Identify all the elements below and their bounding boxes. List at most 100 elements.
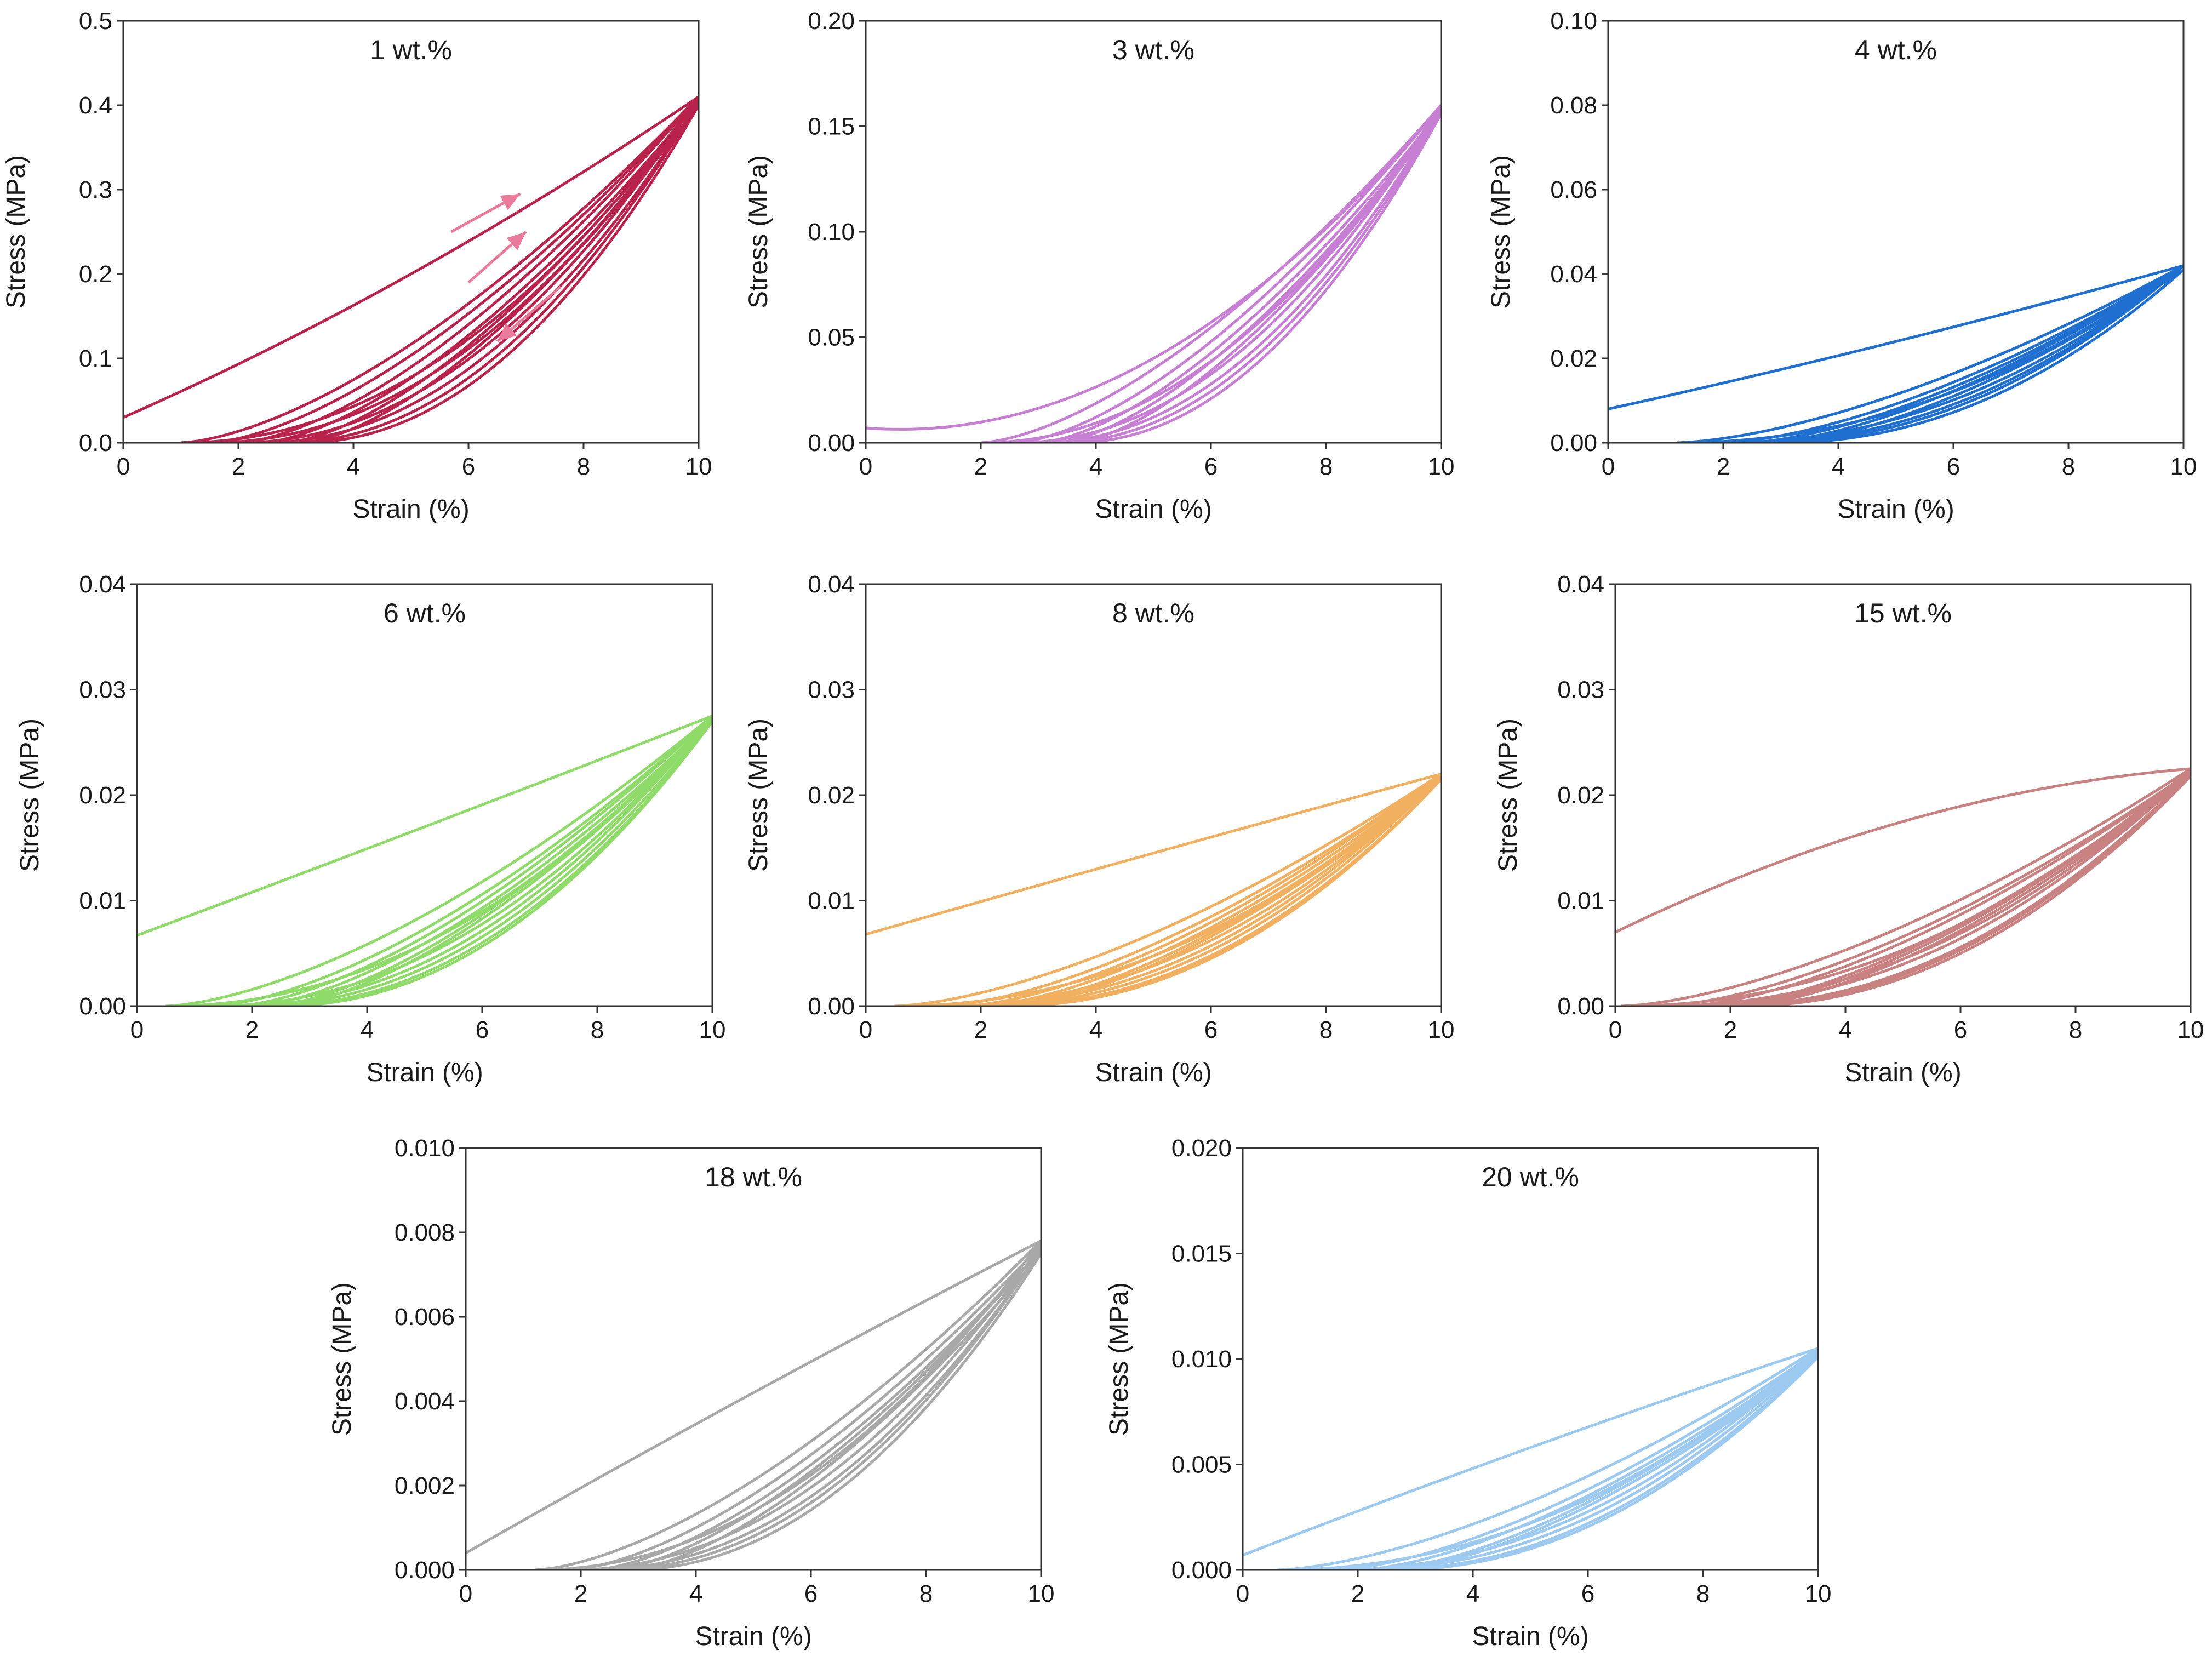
x-tick-label: 6 bbox=[1204, 1016, 1218, 1043]
series-loop-5-unloading bbox=[626, 1253, 1041, 1570]
y-tick-label: 0.00 bbox=[808, 993, 855, 1020]
series-loop-3-unloading bbox=[1684, 770, 2191, 1006]
x-tick-label: 4 bbox=[1089, 453, 1102, 480]
series-loop-2-loading bbox=[212, 715, 712, 1006]
series-loop-5-unloading bbox=[1780, 269, 2184, 443]
y-tick-label: 0.15 bbox=[808, 113, 855, 140]
x-tick-label: 2 bbox=[1717, 453, 1730, 480]
series-loop-5-unloading bbox=[284, 100, 699, 443]
chart-panel-1: 0 2 4 6 8 10 0.0 0.1 0.2 0.3 0.4 0.5 Strain (%) Stres… bbox=[2, 8, 712, 524]
series-loop-3-unloading bbox=[592, 1248, 1041, 1570]
series-loop-5-loading bbox=[269, 720, 712, 1006]
series-first-cycle bbox=[1615, 767, 2191, 934]
curve-group bbox=[866, 773, 1441, 1006]
series-loop-3-loading bbox=[963, 773, 1441, 1006]
series-loop-2-loading bbox=[569, 1244, 1041, 1570]
plot-frame bbox=[1242, 1147, 1819, 1571]
y-tick-label: 0.000 bbox=[1171, 1557, 1232, 1584]
annotation-arrowhead-1 bbox=[500, 193, 521, 210]
x-tick-label: 4 bbox=[689, 1580, 702, 1607]
x-tick-label: 0 bbox=[1609, 1016, 1622, 1043]
series-loop-6-unloading bbox=[281, 720, 712, 1006]
series-loop-4-unloading bbox=[1380, 1353, 1818, 1570]
series-loop-3-loading bbox=[1357, 1351, 1818, 1570]
annotation-arrowhead-2 bbox=[506, 232, 526, 250]
series-loop-6-loading bbox=[281, 720, 712, 1006]
y-axis-label: Stress (MPa) bbox=[15, 718, 44, 872]
x-tick-label: 10 bbox=[1805, 1580, 1832, 1607]
y-tick-label: 0.4 bbox=[79, 92, 112, 119]
series-loop-4-unloading bbox=[252, 718, 712, 1006]
x-tick-label: 4 bbox=[1089, 1016, 1102, 1043]
x-tick-label: 8 bbox=[2069, 1016, 2082, 1043]
plot-frame bbox=[865, 583, 1442, 1007]
panel-title: 3 wt.% bbox=[1112, 35, 1194, 65]
x-tick-label: 2 bbox=[1724, 1016, 1737, 1043]
x-axis-label: Strain (%) bbox=[1844, 1058, 1961, 1087]
series-loop-1-unloading bbox=[534, 1240, 1041, 1570]
x-tick-label: 6 bbox=[1954, 1016, 1967, 1043]
series-loop-5-unloading bbox=[1730, 773, 2191, 1006]
x-axis-label: Strain (%) bbox=[1095, 495, 1211, 524]
series-loop-3-unloading bbox=[963, 773, 1441, 1006]
x-tick-label: 4 bbox=[1839, 1016, 1852, 1043]
x-tick-label: 4 bbox=[347, 453, 360, 480]
series-loop-5-loading bbox=[1392, 1356, 1818, 1570]
curve-group bbox=[137, 715, 712, 1006]
y-tick-label: 0.5 bbox=[79, 8, 112, 35]
y-axis-label: Stress (MPa) bbox=[328, 1282, 357, 1436]
y-tick-label: 0.02 bbox=[79, 782, 126, 809]
series-loop-3-loading bbox=[592, 1248, 1041, 1570]
x-tick-label: 6 bbox=[1581, 1580, 1594, 1607]
curve-group bbox=[1615, 767, 2191, 1006]
y-tick-label: 0.004 bbox=[395, 1388, 455, 1415]
y-axis-label: Stress (MPa) bbox=[1487, 155, 1516, 309]
y-axis-label: Stress (MPa) bbox=[1494, 718, 1523, 872]
x-axis-label: Strain (%) bbox=[1837, 495, 1954, 524]
x-tick-label: 2 bbox=[1351, 1580, 1364, 1607]
y-tick-label: 0.020 bbox=[1171, 1135, 1232, 1162]
x-tick-label: 0 bbox=[859, 453, 872, 480]
panel-title: 15 wt.% bbox=[1854, 598, 1952, 629]
x-tick-label: 0 bbox=[1602, 453, 1615, 480]
series-loop-5-unloading bbox=[1072, 113, 1441, 443]
series-loop-1-loading bbox=[1621, 767, 2191, 1006]
series-loop-4-unloading bbox=[609, 1248, 1041, 1570]
y-tick-label: 0.3 bbox=[79, 176, 112, 203]
x-tick-label: 8 bbox=[591, 1016, 604, 1043]
x-tick-label: 6 bbox=[476, 1016, 489, 1043]
series-loop-2-unloading bbox=[940, 773, 1441, 1006]
y-tick-label: 0.04 bbox=[1557, 571, 1604, 598]
series-loop-3-loading bbox=[235, 715, 712, 1006]
series-first-cycle bbox=[123, 95, 699, 419]
series-loop-4-loading bbox=[1380, 1353, 1818, 1570]
y-tick-label: 0.008 bbox=[395, 1219, 455, 1246]
x-tick-label: 10 bbox=[1028, 1580, 1055, 1607]
series-first-cycle bbox=[466, 1240, 1041, 1555]
series-loop-6-loading bbox=[1009, 778, 1441, 1006]
series-loop-2-unloading bbox=[1661, 770, 2191, 1006]
series-loop-3-unloading bbox=[238, 96, 699, 443]
x-tick-label: 0 bbox=[117, 453, 130, 480]
series-first-cycle bbox=[866, 104, 1441, 431]
y-tick-label: 0.0 bbox=[79, 430, 112, 456]
y-tick-label: 0.002 bbox=[395, 1472, 455, 1499]
series-loop-1-loading bbox=[1677, 264, 2184, 443]
chart-panel-5: 0 2 4 6 8 10 0.00 0.01 0.02 0.03 0.04 Strain (%) Str… bbox=[744, 571, 1454, 1087]
y-tick-label: 0.01 bbox=[79, 888, 126, 915]
x-axis-label: Strain (%) bbox=[366, 1058, 483, 1087]
series-loop-4-unloading bbox=[980, 775, 1441, 1006]
x-tick-label: 8 bbox=[1319, 453, 1333, 480]
chart-panel-7: 0 2 4 6 8 10 0.000 0.002 0.004 0.006 0.008 0.010 Str… bbox=[328, 1135, 1054, 1651]
x-tick-label: 6 bbox=[1947, 453, 1960, 480]
series-loop-6-unloading bbox=[1009, 778, 1441, 1006]
series-loop-4-loading bbox=[252, 718, 712, 1006]
series-loop-3-unloading bbox=[1746, 264, 2184, 443]
series-loop-5-unloading bbox=[1392, 1356, 1818, 1570]
series-loop-4-unloading bbox=[261, 100, 699, 443]
series-loop-6-loading bbox=[1741, 775, 2191, 1006]
series-loop-5-loading bbox=[1780, 269, 2184, 443]
series-loop-5-loading bbox=[998, 778, 1441, 1006]
x-tick-label: 8 bbox=[1696, 1580, 1710, 1607]
y-tick-label: 0.02 bbox=[808, 782, 855, 809]
